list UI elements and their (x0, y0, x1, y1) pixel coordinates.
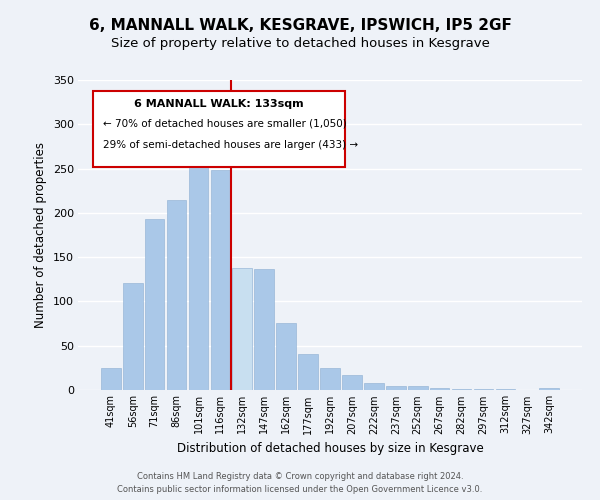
Text: 6, MANNALL WALK, KESGRAVE, IPSWICH, IP5 2GF: 6, MANNALL WALK, KESGRAVE, IPSWICH, IP5 … (89, 18, 511, 32)
Bar (211, 170, 230, 390)
Bar (298, 354, 318, 390)
Bar (539, 388, 559, 390)
Bar (408, 386, 428, 390)
Bar (145, 219, 164, 390)
Y-axis label: Number of detached properties: Number of detached properties (34, 142, 47, 328)
Bar (320, 368, 340, 390)
Bar (167, 200, 187, 390)
Bar (188, 159, 208, 390)
Bar (342, 375, 362, 390)
Text: Contains HM Land Registry data © Crown copyright and database right 2024.: Contains HM Land Registry data © Crown c… (137, 472, 463, 481)
Bar (276, 322, 296, 390)
Bar (386, 386, 406, 390)
Bar (452, 389, 472, 390)
Text: Size of property relative to detached houses in Kesgrave: Size of property relative to detached ho… (110, 38, 490, 51)
X-axis label: Distribution of detached houses by size in Kesgrave: Distribution of detached houses by size … (176, 442, 484, 455)
Bar (123, 283, 143, 390)
FancyBboxPatch shape (93, 91, 345, 167)
Text: Contains public sector information licensed under the Open Government Licence v3: Contains public sector information licen… (118, 485, 482, 494)
Bar (496, 389, 515, 390)
Text: ← 70% of detached houses are smaller (1,050): ← 70% of detached houses are smaller (1,… (103, 118, 347, 128)
Bar (430, 388, 449, 390)
Bar (101, 368, 121, 390)
Bar (254, 268, 274, 390)
Bar (364, 383, 384, 390)
Text: 6 MANNALL WALK: 133sqm: 6 MANNALL WALK: 133sqm (134, 98, 304, 108)
Bar (232, 268, 252, 390)
Bar (473, 389, 493, 390)
Text: 29% of semi-detached houses are larger (433) →: 29% of semi-detached houses are larger (… (103, 140, 358, 150)
